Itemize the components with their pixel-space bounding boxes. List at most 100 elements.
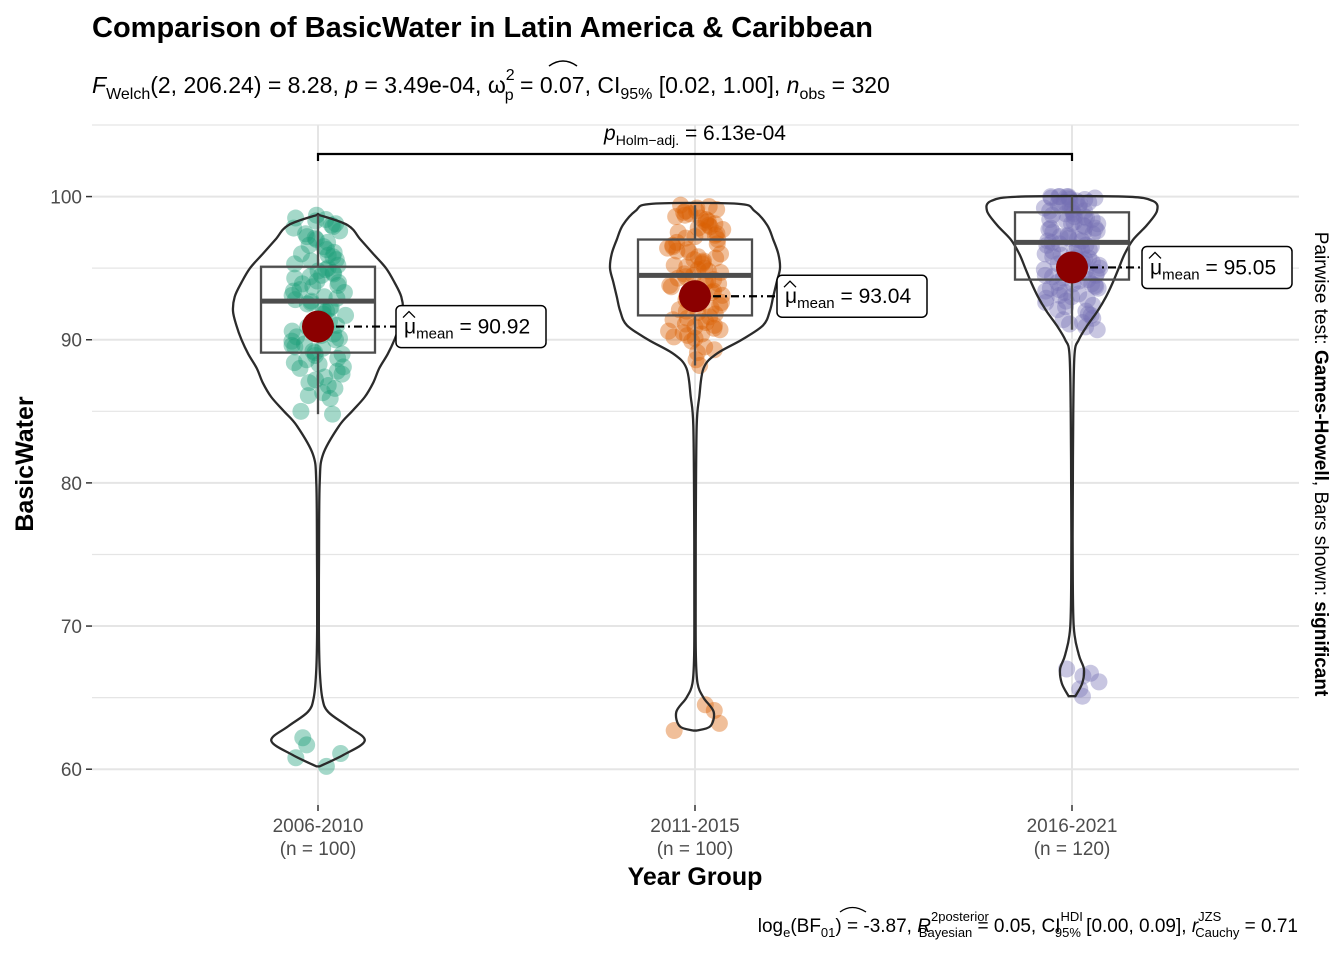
data-point (327, 251, 345, 269)
data-point (328, 362, 346, 380)
data-point (1049, 195, 1067, 213)
mean-hat (402, 310, 416, 319)
data-point (1041, 210, 1059, 228)
data-point (301, 268, 319, 286)
data-point (710, 714, 728, 732)
data-point (668, 233, 686, 251)
subtitle-p-val: = 3.49e-04, (358, 72, 488, 98)
caption-rc-val: = 0.71 (1239, 916, 1298, 937)
data-point (710, 275, 728, 293)
data-point (1057, 292, 1075, 310)
data-point (705, 319, 723, 337)
data-point (324, 405, 342, 423)
data-point (288, 328, 306, 346)
data-point (1040, 221, 1058, 239)
data-point (1043, 206, 1061, 224)
data-point (676, 206, 694, 224)
data-point (664, 236, 682, 254)
subtitle-ci-sub: 95% (620, 86, 652, 103)
subtitle-df: (2, 206.24) = 8.28, (150, 72, 345, 98)
data-point (676, 315, 694, 333)
mean-label-box (776, 274, 928, 318)
boxplots (259, 196, 1131, 415)
data-point (330, 329, 348, 347)
data-point (711, 296, 729, 314)
data-point (692, 312, 710, 330)
data-point (298, 736, 316, 754)
x-tick-label: 2011-2015 (650, 816, 739, 837)
data-point (1054, 311, 1072, 329)
data-point (1057, 212, 1075, 230)
data-point (331, 222, 349, 240)
data-point (678, 309, 696, 327)
subtitle-omega: ω (488, 72, 506, 98)
data-point (661, 276, 679, 294)
data-point (1082, 664, 1100, 682)
data-point (1074, 216, 1092, 234)
data-point (1071, 195, 1089, 213)
data-point (1044, 223, 1062, 241)
mean-hat (1148, 251, 1162, 259)
data-point (1088, 321, 1106, 339)
violin-outline (608, 201, 782, 732)
caption-ci-sup: HDI (1060, 909, 1082, 924)
data-point (705, 316, 723, 334)
mean-markers: μmean = 90.92 μmean = 93.04 μmean = 95.05 (302, 245, 1293, 349)
data-point (687, 202, 705, 220)
data-point (1035, 261, 1053, 279)
data-point (297, 225, 315, 243)
data-point (317, 261, 335, 279)
data-point (674, 324, 692, 342)
violins (231, 194, 1159, 768)
data-point (697, 314, 715, 332)
data-point (324, 248, 342, 266)
data-point (329, 276, 347, 294)
x-tick-label: 2006-2010 (273, 816, 364, 837)
caption-r-sub: Bayesian (919, 925, 972, 940)
data-point (706, 305, 724, 323)
caption-r-sup2: posterior (938, 909, 989, 924)
data-point (662, 278, 680, 296)
data-point (295, 335, 313, 353)
data-point (283, 322, 301, 340)
data-point (659, 239, 677, 257)
data-point (307, 231, 325, 249)
data-point (669, 223, 687, 241)
data-point (1044, 248, 1062, 266)
pairwise-method: Games-Howell (1310, 350, 1331, 481)
data-point (701, 218, 719, 236)
data-point (299, 387, 317, 405)
data-point (1082, 306, 1100, 324)
data-point (1084, 296, 1102, 314)
data-point (1090, 673, 1108, 691)
x-tick-count-label: (n = 100) (280, 839, 357, 860)
data-point (700, 216, 718, 234)
mean-hat (783, 280, 797, 288)
caption-log: log (758, 916, 783, 937)
data-point (1063, 215, 1081, 233)
data-point (696, 259, 714, 277)
violin-outline (985, 194, 1159, 698)
caption-bf-sub: 01 (821, 925, 835, 940)
caption-bf-val: ) = -3.87, (835, 916, 917, 937)
data-point (321, 299, 339, 317)
data-point (319, 233, 337, 251)
data-point (283, 332, 301, 350)
data-point (1070, 285, 1088, 303)
data-point (695, 222, 713, 240)
y-axis: 60 70 80 90 100 (50, 188, 92, 781)
caption-ci-val: [0.00, 0.09], (1081, 916, 1192, 937)
mean-point (302, 310, 334, 343)
data-point (1070, 198, 1088, 216)
caption-rc-sub: Cauchy (1195, 925, 1240, 940)
mean-label-box (395, 304, 547, 349)
data-point (283, 336, 301, 354)
subtitle-f-sub: Welch (106, 86, 150, 103)
data-point (1090, 256, 1108, 274)
data-point (1089, 279, 1107, 297)
data-point (330, 273, 348, 291)
data-point (324, 218, 342, 236)
comparison-bracket-line (316, 152, 1074, 161)
data-point (286, 338, 304, 356)
